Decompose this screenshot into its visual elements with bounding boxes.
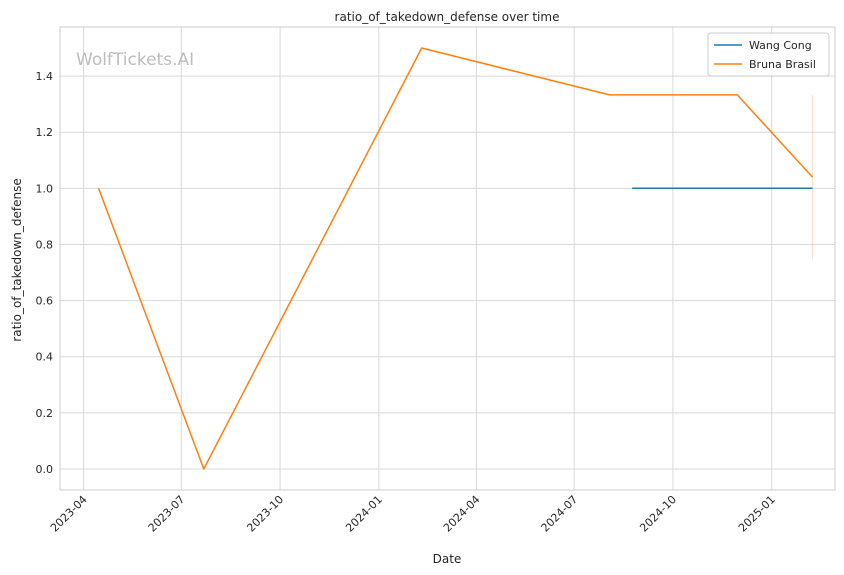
y-tick-label: 1.2: [36, 126, 54, 139]
y-tick-label: 1.0: [36, 182, 54, 195]
y-tick-label: 0.8: [36, 238, 54, 251]
legend-box: [707, 32, 830, 77]
watermark: WolfTickets.AI: [76, 50, 194, 70]
legend: Wang Cong Bruna Brasil: [707, 32, 830, 77]
y-axis-label: ratio_of_takedown_defense: [10, 178, 24, 341]
y-tick-label: 0.4: [36, 351, 54, 364]
y-tick-label: 1.4: [36, 70, 54, 83]
x-axis-label: Date: [433, 552, 462, 566]
y-tick-label: 0.0: [36, 463, 54, 476]
series-line-bruna-brasil: [97, 47, 814, 470]
y-axis: 0.0 0.2 0.4 0.6 0.8 1.0 1.2 1.4: [36, 70, 54, 476]
legend-entry: Wang Cong: [749, 39, 812, 52]
legend-entry: Bruna Brasil: [749, 58, 816, 71]
y-tick-label: 0.2: [36, 407, 54, 420]
plot-area-frame: [59, 26, 836, 491]
y-tick-label: 0.6: [36, 295, 54, 308]
series-layer: [97, 47, 814, 470]
grid: [60, 27, 835, 490]
chart-title: ratio_of_takedown_defense over time: [335, 10, 560, 24]
